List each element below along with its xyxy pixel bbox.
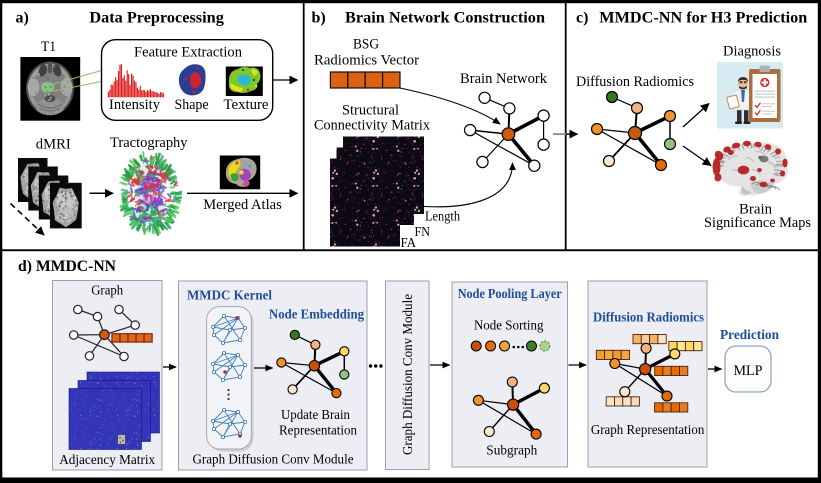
svg-text:Data Preprocessing: Data Preprocessing	[89, 9, 224, 26]
svg-text:dMRI: dMRI	[36, 137, 71, 153]
svg-text:Prediction: Prediction	[720, 328, 779, 343]
svg-text:Connectivity Matrix: Connectivity Matrix	[314, 117, 431, 133]
svg-text:Graph Diffusion Conv Module: Graph Diffusion Conv Module	[400, 294, 415, 455]
svg-text:T1: T1	[41, 39, 56, 55]
svg-text:Diffusion Radiomics: Diffusion Radiomics	[576, 74, 694, 90]
svg-text:Update Brain: Update Brain	[281, 407, 350, 422]
svg-text:Merged Atlas: Merged Atlas	[203, 197, 282, 213]
svg-text:Brain Network: Brain Network	[460, 71, 548, 87]
svg-text:Representation: Representation	[279, 423, 357, 438]
svg-text:b): b)	[312, 9, 326, 26]
svg-text:BSG: BSG	[353, 37, 379, 53]
svg-text:MLP: MLP	[734, 363, 763, 379]
svg-text:Node Pooling Layer: Node Pooling Layer	[458, 287, 562, 302]
svg-text:Intensity: Intensity	[109, 97, 161, 113]
svg-text:Subgraph: Subgraph	[486, 443, 537, 458]
svg-text:Significance Maps: Significance Maps	[704, 215, 811, 231]
svg-text:a): a)	[16, 9, 29, 26]
svg-text:Graph: Graph	[91, 283, 123, 298]
svg-text:Radiomics Vector: Radiomics Vector	[314, 53, 419, 69]
svg-text:Texture: Texture	[224, 97, 269, 113]
svg-text:Graph Representation: Graph Representation	[591, 422, 705, 437]
svg-text:Shape: Shape	[175, 97, 209, 113]
svg-text:Diagnosis: Diagnosis	[723, 44, 781, 60]
svg-text:MMDC-NN for H3 Prediction: MMDC-NN for H3 Prediction	[599, 9, 807, 26]
svg-text:Feature Extraction: Feature Extraction	[134, 44, 242, 60]
svg-text:Node Embedding: Node Embedding	[269, 308, 364, 323]
svg-text:Graph Diffusion Conv Module: Graph Diffusion Conv Module	[193, 452, 354, 467]
svg-text:d) MMDC-NN: d) MMDC-NN	[18, 258, 116, 275]
svg-text:Node Sorting: Node Sorting	[474, 318, 544, 333]
svg-text:Diffusion Radiomics: Diffusion Radiomics	[593, 310, 705, 325]
svg-text:FN: FN	[415, 224, 431, 239]
svg-text:MMDC Kernel: MMDC Kernel	[187, 289, 272, 304]
svg-text:Tractography: Tractography	[110, 135, 188, 151]
svg-text:Brain: Brain	[739, 202, 773, 218]
svg-text:Length: Length	[425, 208, 460, 223]
svg-text:Structural: Structural	[342, 103, 399, 119]
svg-text:Brain Network Construction: Brain Network Construction	[345, 9, 545, 26]
svg-text:Adjacency Matrix: Adjacency Matrix	[59, 452, 155, 467]
svg-text:c): c)	[576, 9, 588, 26]
svg-text:FA: FA	[401, 235, 417, 250]
